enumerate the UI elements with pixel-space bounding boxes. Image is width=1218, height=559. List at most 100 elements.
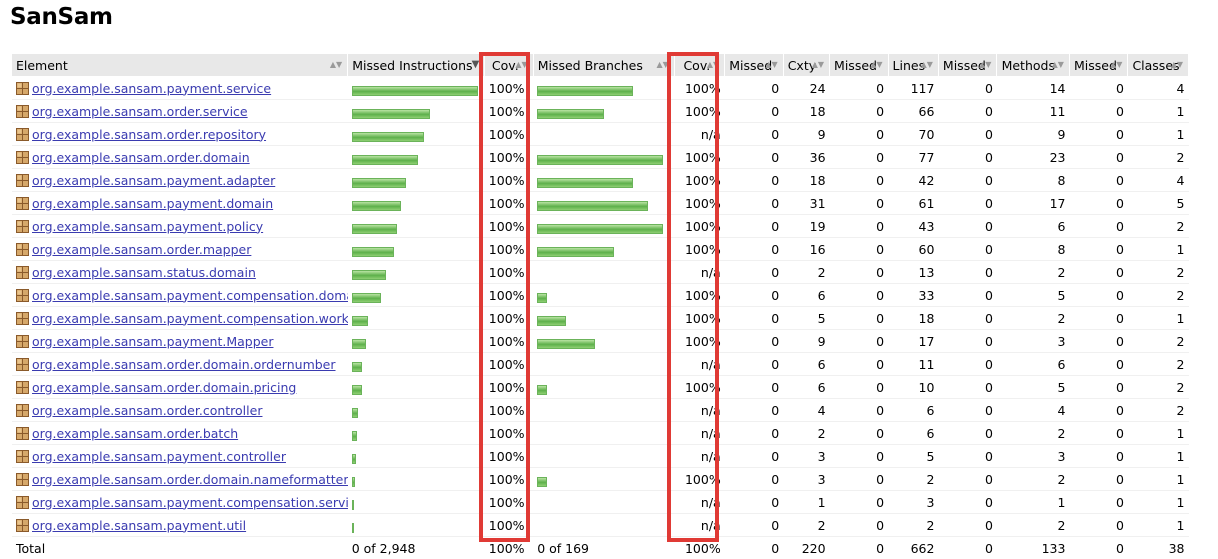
- instructions-coverage-bar: [352, 408, 358, 418]
- package-link[interactable]: org.example.sansam.payment.adapter: [32, 173, 275, 188]
- package-link[interactable]: org.example.sansam.payment.util: [32, 518, 246, 533]
- cxty: 18: [783, 100, 829, 123]
- package-icon: [16, 425, 29, 438]
- package-link[interactable]: org.example.sansam.payment.compensation.…: [32, 495, 348, 510]
- package-link[interactable]: org.example.sansam.status.domain: [32, 265, 256, 280]
- col-missed-cxty[interactable]: Missed▲▼: [725, 54, 783, 77]
- methods: 8: [997, 169, 1070, 192]
- missed-classes: 0: [1069, 169, 1127, 192]
- lines: 5: [888, 445, 938, 468]
- cxty: 36: [783, 146, 829, 169]
- classes: 1: [1128, 123, 1189, 146]
- package-link[interactable]: org.example.sansam.order.service: [32, 104, 248, 119]
- package-link[interactable]: org.example.sansam.payment.service: [32, 81, 271, 96]
- cxty: 3: [783, 445, 829, 468]
- package-link[interactable]: org.example.sansam.order.controller: [32, 403, 262, 418]
- col-missed-instructions[interactable]: Missed Instructions▼: [348, 54, 485, 77]
- missed-classes: 0: [1069, 376, 1127, 399]
- package-link[interactable]: org.example.sansam.order.repository: [32, 127, 266, 142]
- package-link[interactable]: org.example.sansam.payment.Mapper: [32, 334, 273, 349]
- instructions-coverage-bar: [352, 201, 401, 211]
- package-link[interactable]: org.example.sansam.order.domain: [32, 150, 250, 165]
- missed-instructions-bar-cell: [348, 307, 485, 330]
- instructions-cov: 100%: [485, 238, 533, 261]
- missed-methods: 0: [938, 514, 996, 537]
- col-missed-classes[interactable]: Missed▲▼: [1069, 54, 1127, 77]
- lines: 61: [888, 192, 938, 215]
- methods: 5: [997, 376, 1070, 399]
- branches-cov: n/a: [674, 514, 724, 537]
- col-missed-methods[interactable]: Missed▲▼: [938, 54, 996, 77]
- col-cxty[interactable]: Cxty▲▼: [783, 54, 829, 77]
- missed-instructions-bar-cell: [348, 399, 485, 422]
- col-classes[interactable]: Classes▲▼: [1128, 54, 1189, 77]
- element-cell: org.example.sansam.order.service: [12, 100, 348, 123]
- instructions-coverage-bar: [352, 431, 357, 441]
- lines: 10: [888, 376, 938, 399]
- instructions-coverage-bar: [352, 523, 354, 533]
- package-link[interactable]: org.example.sansam.order.domain.ordernum…: [32, 357, 336, 372]
- missed-instructions-bar-cell: [348, 215, 485, 238]
- missed-branches-bar-cell: [533, 261, 674, 284]
- element-cell: org.example.sansam.order.controller: [12, 399, 348, 422]
- instructions-cov: 100%: [485, 307, 533, 330]
- missed-branches-bar-cell: [533, 215, 674, 238]
- sort-arrows-icon: ▲▼: [707, 54, 719, 75]
- classes: 2: [1128, 215, 1189, 238]
- package-link[interactable]: org.example.sansam.order.mapper: [32, 242, 251, 257]
- instructions-cov: 100%: [485, 261, 533, 284]
- element-cell: org.example.sansam.order.domain.pricing: [12, 376, 348, 399]
- missed-branches-bar-cell: [533, 514, 674, 537]
- missed-methods: 0: [938, 353, 996, 376]
- missed-cxty: 0: [725, 422, 783, 445]
- branches-cov: 100%: [674, 146, 724, 169]
- missed-branches-bar-cell: [533, 284, 674, 307]
- instructions-cov: 100%: [485, 330, 533, 353]
- lines: 13: [888, 261, 938, 284]
- col-instructions-cov[interactable]: Cov.▲▼: [485, 54, 533, 77]
- missed-classes: 0: [1069, 399, 1127, 422]
- element-cell: org.example.sansam.payment.compensation.…: [12, 284, 348, 307]
- col-branches-cov[interactable]: Cov.▲▼: [674, 54, 724, 77]
- col-element[interactable]: Element▲▼: [12, 54, 348, 77]
- branches-cov: 100%: [674, 169, 724, 192]
- package-link[interactable]: org.example.sansam.order.domain.pricing: [32, 380, 296, 395]
- package-icon: [16, 80, 29, 93]
- cxty: 6: [783, 376, 829, 399]
- missed-lines: 0: [830, 238, 888, 261]
- package-link[interactable]: org.example.sansam.order.batch: [32, 426, 238, 441]
- cxty: 19: [783, 215, 829, 238]
- package-link[interactable]: org.example.sansam.payment.compensation.…: [32, 288, 348, 303]
- missed-cxty: 0: [725, 353, 783, 376]
- sort-arrows-icon: ▲▼: [1171, 54, 1183, 75]
- sort-arrows-icon: ▲▼: [515, 54, 527, 75]
- instructions-coverage-bar: [352, 270, 386, 280]
- missed-classes: 0: [1069, 422, 1127, 445]
- cxty: 4: [783, 399, 829, 422]
- col-lines[interactable]: Lines▲▼: [888, 54, 938, 77]
- missed-lines: 0: [830, 77, 888, 100]
- instructions-coverage-bar: [352, 178, 406, 188]
- missed-classes: 0: [1069, 77, 1127, 100]
- missed-cxty: 0: [725, 192, 783, 215]
- col-missed-branches[interactable]: Missed Branches▲▼: [533, 54, 674, 77]
- missed-branches-bar-cell: [533, 100, 674, 123]
- sort-arrows-icon: ▲▼: [765, 54, 777, 75]
- package-link[interactable]: org.example.sansam.order.domain.nameform…: [32, 472, 348, 487]
- classes: 4: [1128, 77, 1189, 100]
- package-link[interactable]: org.example.sansam.payment.controller: [32, 449, 286, 464]
- methods: 23: [997, 146, 1070, 169]
- sort-arrows-icon: ▲▼: [870, 54, 882, 75]
- missed-branches-bar-cell: [533, 146, 674, 169]
- col-methods[interactable]: Methods▲▼: [997, 54, 1070, 77]
- package-link[interactable]: org.example.sansam.payment.compensation.…: [32, 311, 348, 326]
- element-cell: org.example.sansam.order.domain.nameform…: [12, 468, 348, 491]
- branches-cov: n/a: [674, 422, 724, 445]
- cxty: 24: [783, 77, 829, 100]
- package-link[interactable]: org.example.sansam.payment.domain: [32, 196, 273, 211]
- col-missed-lines[interactable]: Missed▲▼: [830, 54, 888, 77]
- package-link[interactable]: org.example.sansam.payment.policy: [32, 219, 263, 234]
